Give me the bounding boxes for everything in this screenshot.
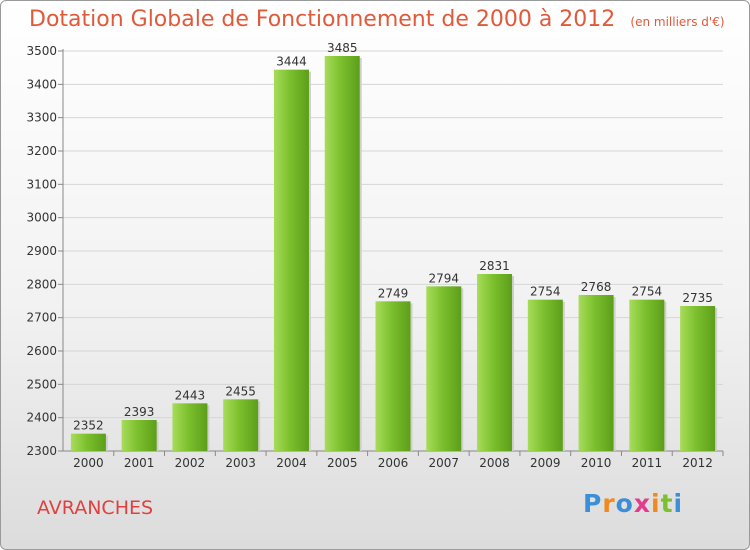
- bar-2002: [172, 403, 208, 451]
- bar-2000: [70, 433, 106, 451]
- bar-2003: [223, 399, 259, 451]
- bar-2004: [273, 69, 309, 452]
- y-tick-label: 3300: [26, 111, 57, 125]
- bar-value-label: 2735: [682, 291, 713, 305]
- chart-unit-note: (en milliers d'€): [630, 15, 725, 29]
- y-tick-label: 2500: [26, 377, 57, 391]
- x-tick-label: 2008: [479, 456, 510, 470]
- x-tick-label: 2001: [124, 456, 155, 470]
- logo-letter: t: [660, 489, 674, 518]
- bar-2008: [477, 274, 513, 451]
- bar-value-label: 3485: [327, 41, 358, 55]
- x-tick-label: 2005: [327, 456, 358, 470]
- bar-2005: [324, 56, 360, 451]
- logo-letter: P: [583, 489, 603, 518]
- x-tick-label: 2003: [225, 456, 256, 470]
- bar-value-label: 2352: [73, 419, 104, 433]
- x-tick-label: 2004: [276, 456, 307, 470]
- bar-value-label: 3444: [276, 55, 307, 69]
- y-tick-label: 2800: [26, 277, 57, 291]
- y-tick-label: 2700: [26, 311, 57, 325]
- x-tick-label: 2010: [581, 456, 612, 470]
- logo-letter: r: [602, 489, 616, 518]
- bar-2009: [527, 299, 563, 451]
- bar-2006: [375, 301, 411, 451]
- bar-2007: [426, 286, 462, 451]
- bar-2001: [121, 420, 157, 451]
- x-tick-label: 2002: [175, 456, 206, 470]
- x-tick-label: 2006: [378, 456, 409, 470]
- bar-value-label: 2749: [378, 286, 409, 300]
- bar-2011: [629, 299, 665, 451]
- bar-2012: [680, 306, 716, 451]
- bar-value-label: 2831: [479, 259, 510, 273]
- x-tick-label: 2011: [632, 456, 663, 470]
- logo-letter: i: [651, 489, 661, 518]
- bar-value-label: 2754: [530, 285, 561, 299]
- bar-value-label: 2794: [428, 271, 459, 285]
- x-tick-label: 2012: [682, 456, 713, 470]
- proxiti-logo: Proxiti: [583, 489, 683, 518]
- logo-letter: o: [615, 489, 634, 518]
- title-row: Dotation Globale de Fonctionnement de 20…: [29, 7, 725, 32]
- chart-title: Dotation Globale de Fonctionnement de 20…: [29, 7, 616, 32]
- y-tick-label: 3400: [26, 77, 57, 91]
- bar-value-label: 2393: [124, 405, 155, 419]
- x-tick-label: 2009: [530, 456, 561, 470]
- logo-letter: i: [673, 489, 684, 518]
- city-name: AVRANCHES: [37, 497, 154, 519]
- y-tick-label: 3500: [26, 44, 57, 58]
- bar-value-label: 2455: [225, 384, 256, 398]
- y-tick-label: 3000: [26, 211, 57, 225]
- y-tick-label: 3100: [26, 177, 57, 191]
- y-tick-label: 2300: [26, 444, 57, 458]
- y-tick-label: 3200: [26, 144, 57, 158]
- bar-value-label: 2768: [581, 280, 612, 294]
- x-tick-label: 2007: [428, 456, 459, 470]
- bar-value-label: 2443: [175, 388, 206, 402]
- y-tick-label: 2600: [26, 344, 57, 358]
- bar-value-label: 2754: [632, 285, 663, 299]
- logo-letter: x: [633, 489, 651, 518]
- y-tick-label: 2900: [26, 244, 57, 258]
- y-tick-label: 2400: [26, 411, 57, 425]
- labels: 2300 2400 2500 2600 2700 2800 2900 3000 3100 3200…: [26, 41, 712, 470]
- bars: [70, 56, 718, 452]
- bar-2010: [578, 295, 614, 451]
- x-tick-label: 2000: [73, 456, 104, 470]
